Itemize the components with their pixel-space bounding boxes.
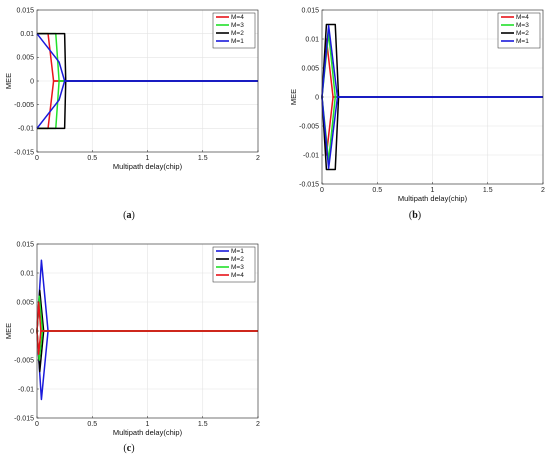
legend-box [212,12,256,49]
y-tick-label: -0.015 [299,181,319,188]
x-tick-label: 0.5 [372,187,382,194]
x-tick-label: 0 [320,187,324,194]
series-line-M4-lower [36,330,258,355]
x-axis-label: Multipath delay(chip) [113,162,183,171]
legend-entry: M=3 [516,22,529,29]
x-tick-label: 2 [256,421,260,428]
legend: M=4M=3M=2M=1 [212,12,256,49]
y-tick-label: 0.005 [301,65,319,72]
y-tick-label: -0.015 [14,415,34,422]
y-tick-label: -0.005 [14,357,34,364]
legend-entry: M=2 [231,30,244,37]
x-tick-label: 2 [256,155,260,162]
x-tick-label: 0 [35,155,39,162]
x-tick-label: 1 [146,421,150,428]
legend-entry: M=1 [231,248,244,255]
y-tick-label: 0 [30,78,34,85]
legend-entry: M=1 [516,38,529,45]
y-tick-label: 0.005 [16,55,34,62]
panel-caption: (a) [123,210,135,221]
x-tick-label: 0 [35,421,39,428]
panel-caption: (b) [409,210,421,221]
legend-entry: M=3 [231,264,244,271]
y-tick-label: 0.005 [16,299,34,306]
y-tick-label: 0 [315,94,319,101]
y-tick-label: -0.005 [299,123,319,130]
y-tick-label: -0.01 [18,126,34,133]
legend-entry: M=3 [231,22,244,29]
y-tick-label: -0.005 [14,102,34,109]
x-tick-label: 1 [146,155,150,162]
chart-panel-a: 0 0.5 1 1.5 2 0.015 0.01 0.005 0 -0.005 -0.01 -0.01… [4,7,260,221]
y-tick-label: 0.01 [20,31,34,38]
x-tick-label: 1.5 [198,155,208,162]
legend-entry: M=1 [231,38,244,45]
x-tick-label: 1.5 [483,187,493,194]
y-tick-label: 0.01 [20,270,34,277]
y-tick-label: 0.015 [16,7,34,14]
legend-entry: M=4 [231,272,244,279]
legend: M=4M=3M=2M=1 [497,12,541,49]
legend-box [497,12,541,49]
series-line-M1-lower [36,80,258,129]
panel-caption: (c) [123,443,134,454]
y-tick-label: -0.01 [18,386,34,393]
series-line-M1-lower [321,96,543,170]
y-tick-label: -0.015 [14,149,34,156]
legend-box [212,246,256,283]
legend-entry: M=4 [231,14,244,21]
y-tick-label: 0.01 [305,36,319,43]
x-tick-label: 1.5 [198,421,208,428]
chart-panel-c: 0 0.5 1 1.5 2 0.015 0.01 0.005 0 -0.005 -0.01 -0.01… [4,241,260,454]
x-tick-label: 0.5 [87,155,97,162]
x-tick-label: 2 [541,187,545,194]
y-axis-label: MEE [4,73,13,89]
y-tick-label: 0.015 [301,7,319,14]
legend-entry: M=2 [231,256,244,263]
y-tick-label: 0.015 [16,241,34,248]
y-axis-label: MEE [4,323,13,339]
y-axis-label: MEE [289,89,298,105]
legend-entry: M=2 [516,30,529,37]
x-axis-label: Multipath delay(chip) [398,194,468,203]
legend: M=1M=2M=3M=4 [212,246,256,283]
x-tick-label: 1 [431,187,435,194]
x-axis-label: Multipath delay(chip) [113,428,183,437]
y-tick-label: -0.01 [303,152,319,159]
y-tick-label: 0 [30,328,34,335]
x-tick-label: 0.5 [87,421,97,428]
chart-panel-b: 0 0.5 1 1.5 2 0.015 0.01 0.005 0 -0.005 -0.01 -0.01… [289,7,545,221]
legend-entry: M=4 [516,14,529,21]
